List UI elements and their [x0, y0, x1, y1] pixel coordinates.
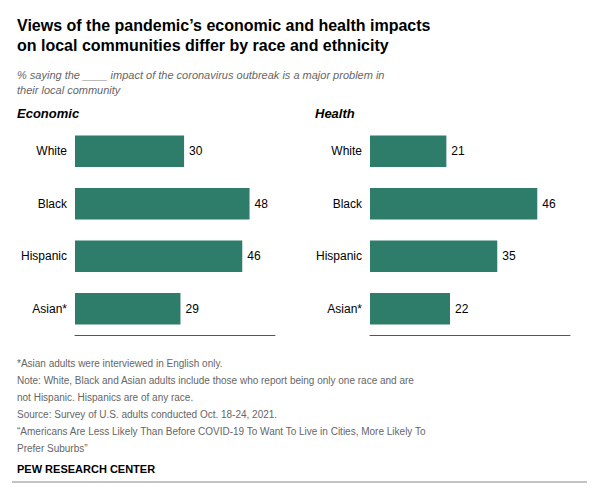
svg-text:not Hispanic. Hispanics are of: not Hispanic. Hispanics are of any race. — [17, 392, 193, 403]
svg-text:on local communities differ by: on local communities differ by race and … — [17, 37, 389, 54]
svg-text:Economic: Economic — [17, 106, 80, 121]
svg-text:Note: White, Black and Asian a: Note: White, Black and Asian adults incl… — [17, 375, 414, 386]
svg-text:Hispanic: Hispanic — [21, 249, 67, 263]
svg-text:21: 21 — [451, 144, 465, 158]
svg-text:White: White — [36, 144, 67, 158]
svg-text:PEW RESEARCH CENTER: PEW RESEARCH CENTER — [17, 463, 155, 475]
svg-text:“Americans Are Less Likely Tha: “Americans Are Less Likely Than Before C… — [17, 426, 426, 437]
svg-text:35: 35 — [502, 249, 516, 263]
svg-text:White: White — [331, 144, 362, 158]
svg-text:their local community: their local community — [17, 84, 122, 96]
svg-text:46: 46 — [247, 249, 261, 263]
svg-text:Views of the pandemic’s econom: Views of the pandemic’s economic and hea… — [17, 17, 431, 34]
svg-text:Black: Black — [333, 197, 363, 211]
svg-text:*Asian adults were interviewed: *Asian adults were interviewed in Englis… — [17, 358, 222, 369]
svg-text:22: 22 — [455, 302, 469, 316]
svg-text:Asian*: Asian* — [32, 302, 67, 316]
svg-text:Source: Survey of U.S. adults: Source: Survey of U.S. adults conducted … — [17, 409, 277, 420]
svg-text:Prefer Suburbs”: Prefer Suburbs” — [17, 443, 88, 454]
svg-text:Black: Black — [38, 197, 68, 211]
svg-text:% saying the ____ impact of th: % saying the ____ impact of the coronavi… — [17, 69, 384, 81]
svg-text:46: 46 — [542, 197, 556, 211]
svg-text:Health: Health — [315, 106, 355, 121]
svg-text:48: 48 — [255, 197, 269, 211]
svg-text:Asian*: Asian* — [327, 302, 362, 316]
svg-text:Hispanic: Hispanic — [316, 249, 362, 263]
svg-text:29: 29 — [185, 302, 199, 316]
svg-text:30: 30 — [189, 144, 203, 158]
